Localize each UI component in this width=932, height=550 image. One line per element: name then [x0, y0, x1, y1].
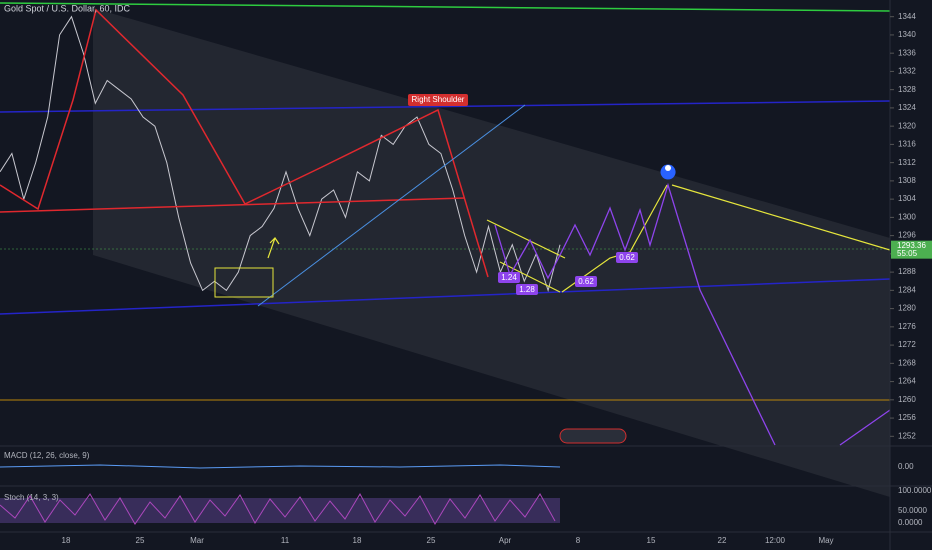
y-tick-label: 1252: [898, 431, 916, 440]
neckline: [0, 197, 466, 213]
channel: [93, 8, 890, 497]
target-line: [671, 184, 891, 251]
annotation: Right Shoulder: [412, 95, 465, 104]
target-marker-dot: [665, 165, 671, 171]
x-tick-label: 18: [62, 536, 71, 545]
projection-path: [494, 182, 776, 446]
y-tick-label: 1316: [898, 140, 916, 149]
indicator-label: MACD (12, 26, close, 9): [4, 451, 90, 460]
price-tag: [891, 240, 932, 259]
x-tick-label: 11: [281, 536, 290, 545]
y-tick-label: 1280: [898, 304, 916, 313]
wedge-line: [486, 219, 566, 259]
chart-title: Gold Spot / U.S. Dollar, 60, IDC: [4, 3, 131, 13]
label-box: [516, 284, 538, 295]
price-series: [0, 15, 561, 293]
y-tick-label: 1276: [898, 322, 916, 331]
price-layer: [0, 15, 561, 293]
axis-label: 0.00: [898, 462, 914, 471]
label-box: [575, 276, 597, 287]
x-tick-label: 25: [427, 536, 436, 545]
x-tick-label: 22: [718, 536, 727, 545]
pattern-line: [0, 8, 489, 278]
label-box: [498, 272, 520, 283]
y-tick-label: 1268: [898, 358, 916, 367]
arrow: [267, 237, 280, 259]
y-tick-label: 1344: [898, 12, 916, 21]
y-tick-label: 1296: [898, 231, 916, 240]
label-box: [616, 252, 638, 263]
y-tick-label: 1320: [898, 121, 916, 130]
axis-label: 100.0000: [898, 486, 932, 495]
y-tick-label: 1304: [898, 194, 916, 203]
x-tick-label: 25: [136, 536, 145, 545]
ratio-label: 1.28: [519, 285, 535, 294]
y-tick-label: 1336: [898, 48, 916, 57]
y-tick-label: 1300: [898, 212, 916, 221]
y-tick-label: 1288: [898, 267, 916, 276]
ratio-label: 0.62: [619, 253, 635, 262]
ratio-label: 0.62: [578, 277, 594, 286]
y-tick-label: 1324: [898, 103, 916, 112]
axis-label: 0.0000: [898, 518, 923, 527]
event-badges[interactable]: [559, 428, 627, 444]
y-tick-label: 1332: [898, 67, 916, 76]
x-tick-label: 12:00: [765, 536, 786, 545]
trend-line: [0, 2, 891, 12]
axis-label: 50.0000: [898, 506, 927, 515]
y-tick-label: 1340: [898, 30, 916, 39]
price-label: 1293.36: [897, 241, 926, 250]
y-tick-label: 1328: [898, 85, 916, 94]
wedge-line: [499, 261, 561, 293]
x-tick-label: 18: [353, 536, 362, 545]
x-tick-label: May: [818, 536, 833, 545]
target-marker: [660, 164, 676, 180]
y-tick-label: 1260: [898, 395, 916, 404]
x-tick-label: 15: [647, 536, 656, 545]
x-tick-label: Apr: [499, 536, 512, 545]
x-tick-label: 8: [576, 536, 581, 545]
trend-line: [257, 104, 526, 307]
y-tick-label: 1264: [898, 377, 916, 386]
countdown: 55:05: [897, 249, 918, 258]
y-tick-label: 1284: [898, 285, 916, 294]
macd-line: [0, 464, 561, 469]
y-tick-label: 1256: [898, 413, 916, 422]
trend-line: [0, 100, 891, 113]
label-box: [408, 94, 468, 106]
y-tick-label: 1312: [898, 158, 916, 167]
stoch-line: [0, 492, 556, 526]
x-tick-label: Mar: [190, 536, 204, 545]
projection-path: [839, 409, 891, 446]
range-box: [214, 267, 274, 298]
y-tick-label: 1308: [898, 176, 916, 185]
indicator-label: Stoch (14, 3, 3): [4, 493, 59, 502]
ratio-label: 1.24: [501, 273, 517, 282]
trend-line: [0, 278, 891, 315]
y-tick-label: 1272: [898, 340, 916, 349]
